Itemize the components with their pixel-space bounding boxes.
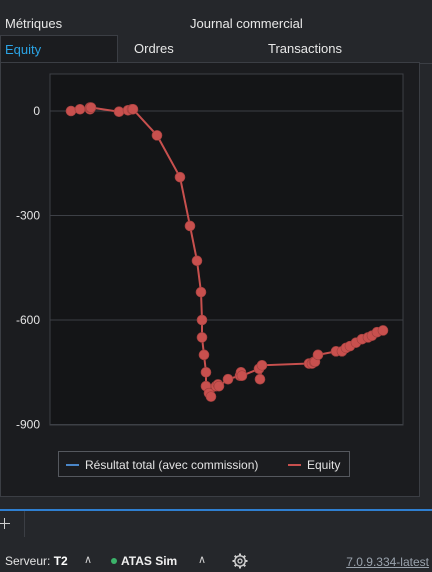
plus-icon-stroke bbox=[4, 518, 5, 529]
equity-point bbox=[200, 366, 212, 378]
version-link[interactable]: 7.0.9.334-latest bbox=[346, 555, 429, 569]
equity-point bbox=[254, 373, 266, 385]
equity-point bbox=[222, 373, 234, 385]
equity-point bbox=[65, 105, 77, 117]
equity-point bbox=[151, 130, 163, 141]
equity-point bbox=[213, 380, 225, 392]
chevron-up-icon[interactable]: ∧ bbox=[198, 554, 207, 566]
equity-point bbox=[127, 103, 139, 115]
equity-point bbox=[198, 349, 210, 361]
legend-total-label[interactable]: Résultat total (avec commission) bbox=[85, 458, 259, 472]
y-tick-label: -900 bbox=[16, 418, 40, 432]
connection-status-dot bbox=[111, 558, 117, 564]
equity-point bbox=[195, 286, 207, 298]
equity-point bbox=[191, 255, 203, 267]
equity-chart: 0 -300 -600 -900 bbox=[16, 73, 404, 432]
equity-point bbox=[205, 391, 217, 402]
sub-tabs-row: Equity Ordres Transactions bbox=[0, 35, 432, 64]
tab-transactions[interactable]: Transactions bbox=[268, 41, 342, 56]
legend-total-swatch bbox=[66, 464, 79, 466]
tab-journal[interactable]: Journal commercial bbox=[190, 16, 303, 31]
equity-point bbox=[196, 332, 208, 343]
equity-point bbox=[74, 103, 86, 115]
legend-equity-swatch bbox=[288, 464, 301, 466]
equity-point bbox=[312, 349, 324, 361]
equity-point bbox=[256, 359, 268, 371]
y-tick-label: 0 bbox=[33, 104, 40, 118]
plot-area bbox=[49, 73, 404, 426]
tab-metrics[interactable]: Métriques bbox=[5, 16, 63, 31]
equity-point bbox=[236, 370, 248, 382]
server-value: T2 bbox=[53, 554, 68, 568]
gear-icon[interactable] bbox=[231, 552, 249, 570]
equity-point bbox=[85, 102, 97, 113]
chevron-up-icon[interactable]: ∧ bbox=[84, 554, 93, 566]
tab-equity-label: Equity bbox=[5, 42, 42, 57]
top-tabs-row: Métriques Journal commercial bbox=[0, 13, 432, 35]
tab-orders[interactable]: Ordres bbox=[134, 41, 174, 56]
equity-point bbox=[377, 325, 389, 336]
add-panel-button[interactable] bbox=[0, 511, 25, 537]
y-tick-label: -600 bbox=[16, 313, 40, 327]
equity-point bbox=[113, 106, 125, 117]
equity-point bbox=[196, 314, 208, 326]
chart-legend: Résultat total (avec commission) Equity bbox=[58, 451, 350, 477]
status-bar: Serveur: T2 ∧ ATAS Sim ∧ 7.0.9.334-lates… bbox=[0, 548, 432, 572]
panel-divider bbox=[0, 509, 432, 511]
connection-name[interactable]: ATAS Sim bbox=[121, 554, 178, 568]
server-status[interactable]: Serveur: T2 bbox=[5, 554, 68, 568]
legend-equity-label[interactable]: Equity bbox=[307, 458, 341, 472]
server-label: Serveur: bbox=[5, 554, 51, 568]
equity-point bbox=[174, 171, 186, 183]
tab-equity[interactable]: Equity bbox=[0, 35, 118, 62]
equity-point bbox=[184, 220, 196, 232]
y-tick-label: -300 bbox=[16, 209, 40, 223]
plus-icon bbox=[0, 523, 10, 524]
